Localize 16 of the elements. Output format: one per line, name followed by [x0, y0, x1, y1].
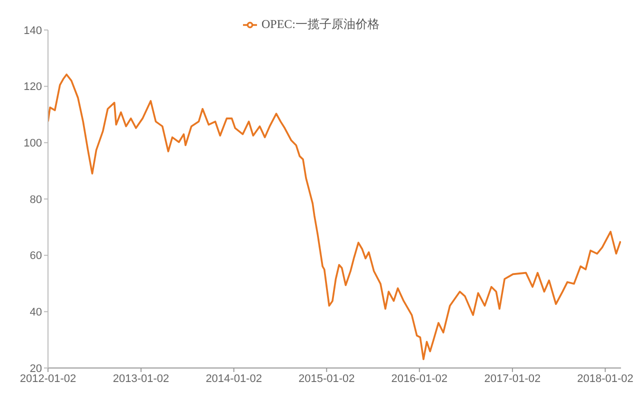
x-tick-label: 2013-01-02	[112, 372, 170, 385]
x-tick-label: 2014-01-02	[206, 372, 262, 385]
x-tick-label: 2015-01-02	[298, 372, 355, 385]
y-tick-label: 100	[24, 138, 42, 150]
y-tick-label: 80	[30, 194, 42, 206]
x-tick-label: 2017-01-02	[484, 372, 541, 385]
legend-label: OPEC:一揽子原油价格	[261, 17, 380, 31]
y-tick-label: 140	[24, 24, 42, 37]
x-tick-label: 2012-01-02	[20, 372, 76, 385]
y-tick-label: 60	[30, 250, 42, 262]
x-tick-label: 2018-01-02	[577, 372, 634, 385]
line-series	[48, 74, 621, 360]
y-tick-label: 120	[24, 81, 42, 94]
x-tick-label: 2016-01-02	[391, 372, 448, 385]
y-tick-label: 20	[30, 362, 42, 375]
y-tick-label: 40	[30, 306, 42, 319]
